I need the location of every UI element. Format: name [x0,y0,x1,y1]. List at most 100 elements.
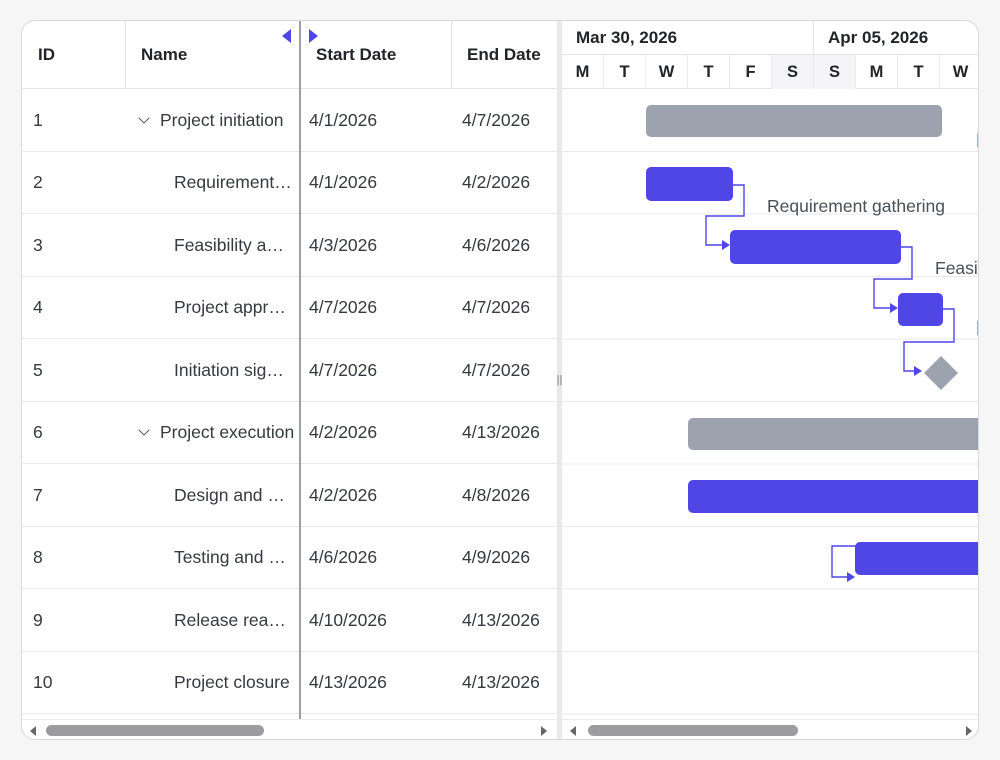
task-name: Design and development [174,484,292,505]
table-row[interactable]: 7 Design and development 4/2/2026 4/8/20… [22,464,557,527]
dependency-connector [873,246,913,309]
arrow-head-icon [722,240,730,250]
table-row[interactable]: 9 Release readiness 4/10/2026 4/13/2026 [22,589,557,652]
day-label: M [856,55,898,89]
cell-id: 3 [33,234,43,255]
day-label: W [940,55,978,89]
column-header-start-date[interactable]: Start Date [299,21,452,89]
grid-body: 1 Project initiation 4/1/2026 4/7/2026 2… [22,89,557,714]
cell-id: 2 [33,172,43,192]
frozen-column-divider[interactable] [299,89,301,719]
table-row[interactable]: 4 Project approval 4/7/2026 4/7/2026 [22,277,557,339]
milestone-diamond-icon[interactable] [924,356,958,390]
grid-header: ID Name Start Date End Date [22,21,557,89]
task-bar[interactable] [855,542,979,575]
scrollbar-thumb[interactable] [46,725,264,736]
day-label: M [562,55,604,89]
chevron-down-icon[interactable] [138,424,150,436]
gantt-chart: ID Name Start Date End Date 1 Project in… [21,20,979,740]
task-bar[interactable] [898,293,943,326]
cell-start-date: 4/7/2026 [309,297,378,317]
task-name: Project execution [160,422,295,442]
cell-start-date: 4/7/2026 [309,359,378,380]
task-bar[interactable] [730,230,901,264]
cell-start-date: 4/2/2026 [309,484,378,505]
overflow-marker [977,133,978,147]
day-label: S [772,55,814,89]
cell-start-date: 4/1/2026 [309,172,378,192]
gantt-timeline: Mar 30, 2026 Apr 05, 2026 M T W T F S S … [562,21,979,739]
summary-bar[interactable] [646,105,942,137]
cell-name: Project initiation [126,89,299,151]
pane-splitter[interactable] [557,21,562,739]
column-resize-left-arrow-icon[interactable] [282,29,291,43]
cell-name: Testing and QA [126,527,299,589]
column-header-id-label: ID [38,45,55,64]
table-row[interactable]: 2 Requirement gathering 4/1/2026 4/2/202… [22,152,557,214]
chart-canvas [562,105,979,715]
scrollbar-thumb[interactable] [588,725,798,736]
cell-id: 6 [33,422,43,442]
day-label: S [814,55,856,89]
table-row[interactable]: 8 Testing and QA 4/6/2026 4/9/2026 [22,527,557,589]
task-name: Release readiness [174,609,292,630]
week-label: Mar 30, 2026 [562,21,814,55]
cell-end-date: 4/7/2026 [462,297,531,317]
column-header-id[interactable]: ID [22,21,126,89]
column-header-end-date[interactable]: End Date [452,21,557,89]
week-label: Apr 05, 2026 [828,28,929,47]
cell-end-date: 4/7/2026 [462,359,531,380]
arrow-head-icon [847,572,855,582]
scroll-left-arrow-icon[interactable] [570,726,576,736]
column-header-end-label: End Date [467,45,541,64]
cell-id: 9 [33,609,43,630]
cell-name: Feasibility analysis [126,214,299,276]
task-name: Project approval [174,297,292,317]
scroll-right-arrow-icon[interactable] [966,726,972,736]
cell-end-date: 4/8/2026 [462,484,531,505]
cell-start-date: 4/3/2026 [309,234,378,255]
day-label: F [730,55,772,89]
day-label: W [646,55,688,89]
task-bar-label: Feasibility analysis [935,258,978,278]
column-header-name[interactable]: Name [126,21,299,89]
table-row[interactable]: 10 Project closure 4/13/2026 4/13/2026 [22,652,557,714]
cell-name: Release readiness [126,589,299,651]
chart-horizontal-scrollbar[interactable] [562,719,978,739]
scroll-left-arrow-icon[interactable] [30,726,36,736]
chevron-down-icon[interactable] [138,111,150,124]
cell-name: Project approval [126,277,299,339]
task-name: Feasibility analysis [174,234,292,255]
table-row[interactable]: 1 Project initiation 4/1/2026 4/7/2026 [22,89,557,152]
cell-end-date: 4/2/2026 [462,172,531,192]
cell-id: 10 [33,672,53,692]
cell-start-date: 4/1/2026 [309,109,378,130]
day-label: T [688,55,730,89]
cell-end-date: 4/7/2026 [462,109,531,130]
grid-horizontal-scrollbar[interactable] [22,719,557,739]
cell-end-date: 4/13/2026 [462,609,540,630]
table-row[interactable]: 5 Initiation sign-off 4/7/2026 4/7/2026 [22,339,557,402]
timeline-day-header: M T W T F S S M T W [562,55,978,89]
task-name: Initiation sign-off [174,359,292,380]
table-row[interactable]: 6 Project execution 4/2/2026 4/13/2026 [22,402,557,464]
overflow-marker [977,321,978,335]
splitter-grip-icon[interactable]: || [556,374,563,386]
cell-id: 7 [33,484,43,505]
task-bar[interactable] [646,167,733,201]
cell-start-date: 4/2/2026 [309,422,378,442]
cell-end-date: 4/9/2026 [462,547,531,567]
chart-body: Requirement gathering Feasibility analys… [562,89,979,719]
task-name: Project initiation [160,109,284,130]
column-header-name-label: Name [141,45,188,64]
table-row[interactable]: 3 Feasibility analysis 4/3/2026 4/6/2026 [22,214,557,277]
day-label: T [898,55,940,89]
scroll-right-arrow-icon[interactable] [541,726,547,736]
task-bar-label: Requirement gathering [767,196,946,216]
cell-name: Design and development [126,464,299,526]
task-bar[interactable] [688,480,979,513]
summary-bar[interactable] [688,418,979,450]
timeline-week-header: Mar 30, 2026 Apr 05, 2026 [562,21,978,55]
column-header-start-label: Start Date [316,45,397,64]
column-resize-right-arrow-icon[interactable] [309,29,318,43]
